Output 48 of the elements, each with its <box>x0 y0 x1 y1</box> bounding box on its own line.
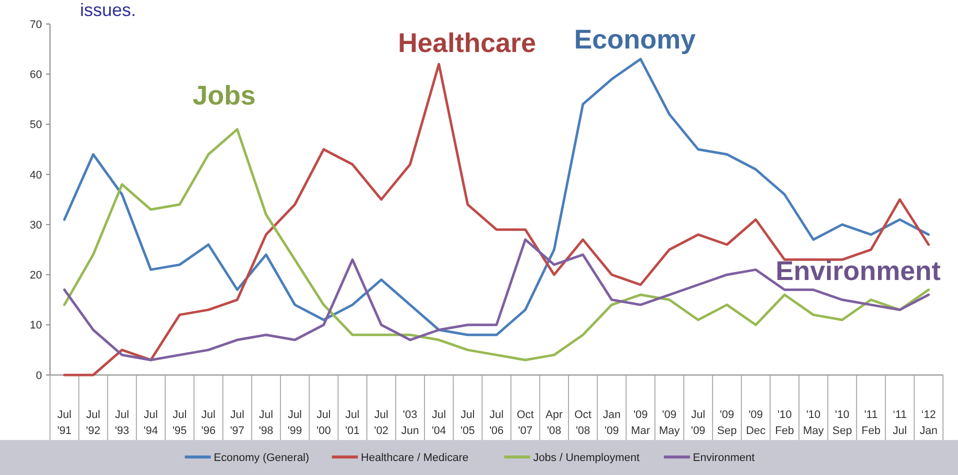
x-tick-label: '10 May <box>802 409 824 437</box>
x-tick-label: '09 Mar <box>631 409 650 437</box>
x-tick-label: ‘12 Jan <box>920 409 938 437</box>
x-tick-label: '09 Dec <box>746 409 766 437</box>
x-tick-label: Jul '91 <box>57 409 72 437</box>
chart-title: issues. <box>80 0 136 20</box>
x-tick-label: Jul '93 <box>114 409 130 437</box>
x-tick-label: Jul '01 <box>345 409 360 437</box>
y-tick-label: 0 <box>36 370 42 382</box>
y-tick-label: 70 <box>30 18 42 31</box>
x-tick-label: Oct '08 <box>574 409 592 437</box>
legend-label: Economy (General) <box>214 452 310 464</box>
x-tick-label: Jul '97 <box>230 409 244 437</box>
x-tick-label: Jul '99 <box>288 409 302 437</box>
x-tick-label: Jul '04 <box>432 409 446 437</box>
x-tick-label: '10 Feb <box>775 409 794 437</box>
x-tick-label: '09 Sep <box>717 409 737 437</box>
x-tick-label: '11 Feb <box>862 409 880 437</box>
annotation: Environment <box>776 256 941 286</box>
x-tick-label: Jul '02 <box>374 409 388 437</box>
x-tick-label: Jul '98 <box>258 409 274 437</box>
y-tick-label: 20 <box>30 270 42 282</box>
y-tick-label: 30 <box>30 219 42 232</box>
x-tick-label: Jul '94 <box>144 409 158 437</box>
x-tick-label: Jan '09 <box>602 409 621 437</box>
y-tick-label: 10 <box>30 320 42 332</box>
x-tick-label: Apr '08 <box>546 409 564 437</box>
x-tick-label: Jul '00 <box>316 409 331 437</box>
x-tick-label: Jul '09 <box>690 409 706 437</box>
x-tick-label: Jul '05 <box>460 409 475 437</box>
x-tick-label: Oct '07 <box>516 409 534 437</box>
legend-label: Healthcare / Medicare <box>360 452 469 464</box>
y-tick-label: 40 <box>30 169 42 182</box>
y-tick-label: 50 <box>30 119 42 132</box>
x-tick-label: Jul '96 <box>201 409 216 437</box>
x-tick-label: Jul '92 <box>86 409 100 437</box>
x-tick-label: '10 Sep <box>832 409 852 437</box>
x-tick-label: '09 May <box>658 409 680 437</box>
annotation: Jobs <box>192 80 256 111</box>
annotation: Economy <box>574 24 696 55</box>
x-tick-label: ‘11 Jul <box>892 409 907 437</box>
legend-label: Environment <box>692 452 755 464</box>
x-tick-label: Jul '95 <box>172 409 187 437</box>
legend-label: Jobs / Unemployment <box>533 452 640 464</box>
x-tick-label: '03 Jun <box>401 409 419 437</box>
y-tick-label: 60 <box>30 68 42 81</box>
annotation: Healthcare <box>398 28 536 58</box>
x-tick-label: Jul '06 <box>489 409 504 437</box>
